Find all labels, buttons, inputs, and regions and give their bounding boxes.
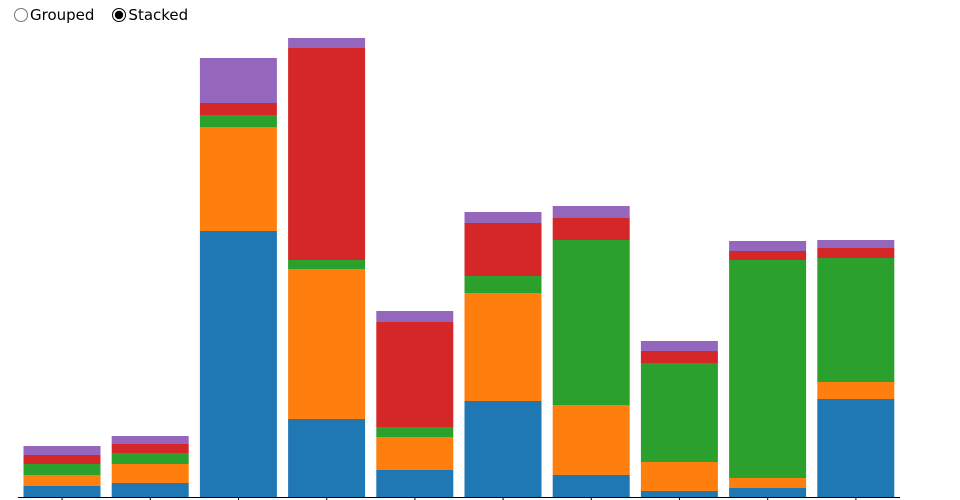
- bar-segment: [23, 455, 101, 464]
- bar-segment: [817, 382, 895, 399]
- bar-segment: [111, 436, 189, 444]
- bar-segment: [817, 240, 895, 248]
- bar-segment: [729, 241, 807, 251]
- radio-option[interactable]: Stacked: [112, 6, 188, 24]
- bar-segment: [464, 223, 542, 276]
- bar-segment: [729, 260, 807, 478]
- mode-controls: Grouped Stacked: [14, 6, 188, 24]
- bar-segment: [817, 248, 895, 258]
- bar-segment: [288, 419, 366, 497]
- bar-segment: [640, 363, 718, 462]
- bar-segment: [552, 405, 630, 475]
- bar-segment: [23, 446, 101, 455]
- bar-segment: [288, 260, 366, 269]
- bar-segment: [552, 475, 630, 497]
- bar-segment: [199, 115, 277, 127]
- bar-segment: [111, 444, 189, 453]
- bar-segment: [288, 48, 366, 260]
- bar-segment: [464, 212, 542, 223]
- bar-segment: [464, 401, 542, 497]
- bar-segment: [640, 351, 718, 363]
- bar-segment: [288, 269, 366, 419]
- bar-segment: [199, 103, 277, 115]
- bar-segment: [376, 311, 454, 322]
- bar-segment: [111, 483, 189, 497]
- bar-segment: [376, 322, 454, 427]
- bar-segment: [288, 38, 366, 48]
- radio-label[interactable]: Grouped: [30, 6, 95, 24]
- bar-segment: [729, 478, 807, 488]
- bar-segment: [23, 475, 101, 486]
- bar-segment: [464, 293, 542, 401]
- bar-segment: [552, 240, 630, 405]
- bar-segment: [111, 453, 189, 464]
- radio-button[interactable]: [14, 8, 28, 22]
- bar-segment: [111, 464, 189, 483]
- radio-label[interactable]: Stacked: [128, 6, 189, 24]
- bar-segment: [640, 341, 718, 351]
- bar-segment: [817, 399, 895, 497]
- bar-segment: [552, 218, 630, 240]
- bar-segment: [376, 437, 454, 470]
- bar-segment: [23, 486, 101, 497]
- bar-segment: [199, 231, 277, 497]
- bar-segment: [376, 470, 454, 497]
- bar-segment: [729, 251, 807, 260]
- bar-segment: [640, 491, 718, 497]
- radio-option[interactable]: Grouped: [14, 6, 94, 24]
- bar-segment: [729, 488, 807, 497]
- bar-segment: [640, 462, 718, 491]
- bar-segment: [199, 127, 277, 231]
- bar-segment: [23, 464, 101, 475]
- radio-button[interactable]: [112, 8, 127, 22]
- bar-segment: [817, 258, 895, 382]
- bar-segment: [199, 58, 277, 103]
- bar-segment: [464, 276, 542, 293]
- bar-segment: [376, 427, 454, 437]
- bar-segment: [552, 206, 630, 218]
